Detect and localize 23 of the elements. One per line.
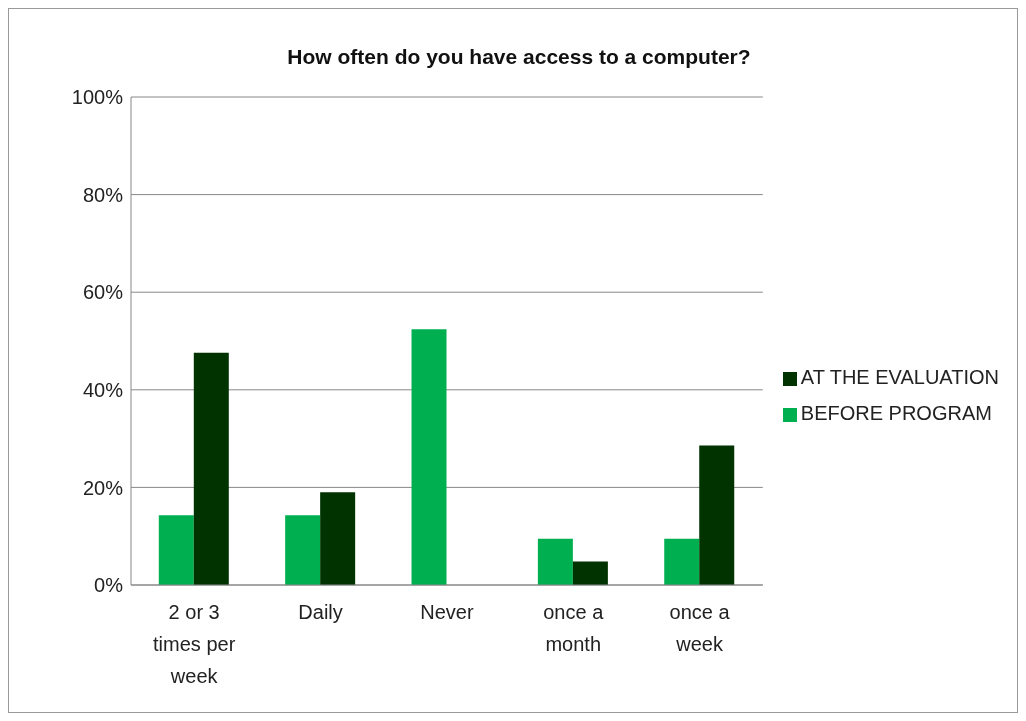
x-tick-label: Never <box>420 601 474 623</box>
y-tick-label: 40% <box>82 378 124 401</box>
y-tick-label: 60% <box>82 281 124 304</box>
x-tick-label: once a month <box>543 601 605 655</box>
x-tick-label: 2 or 3 times per week <box>153 601 236 687</box>
bar <box>285 515 321 585</box>
bar <box>664 538 700 585</box>
bar <box>158 515 194 585</box>
bar <box>320 492 356 585</box>
bar <box>411 329 447 585</box>
y-tick-label: 80% <box>82 183 124 206</box>
x-tick-label: Daily <box>298 601 343 623</box>
chart-title: How often do you have access to a computer? <box>286 45 752 69</box>
y-tick-label: 20% <box>82 476 124 499</box>
bar <box>193 352 229 585</box>
legend-label: BEFORE PROGRAM <box>800 402 992 424</box>
x-tick-label: once a week <box>669 601 731 655</box>
bar <box>572 561 608 585</box>
y-tick-label: 100% <box>71 86 124 109</box>
y-tick-label: 0% <box>94 574 124 597</box>
bar <box>537 538 573 585</box>
bar <box>699 445 735 585</box>
legend-label: AT THE EVALUATION <box>800 366 999 388</box>
